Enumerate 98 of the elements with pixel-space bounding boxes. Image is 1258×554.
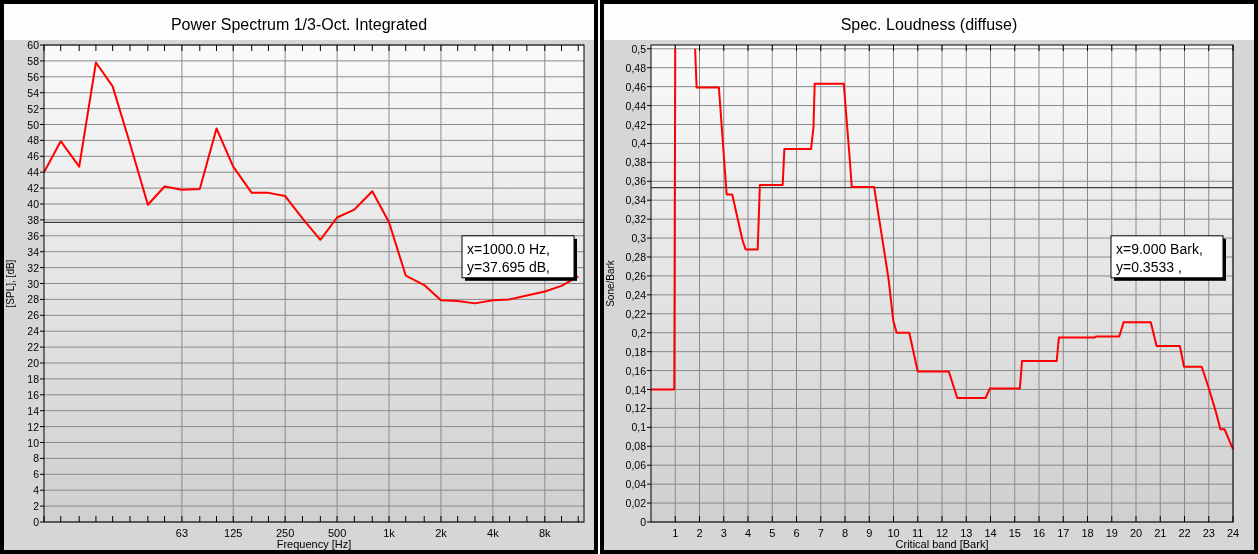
- y-tick-label: 16: [27, 388, 40, 401]
- x-tick-label: 9: [866, 527, 873, 539]
- x-tick-label: 11: [912, 527, 924, 539]
- y-tick-label: 0: [640, 516, 647, 528]
- y-tick-label: 10: [27, 436, 40, 449]
- y-tick-label: 30: [27, 277, 40, 290]
- y-tick-label: 40: [27, 198, 40, 210]
- y-tick-label: 2: [33, 500, 40, 513]
- x-axis-title: Frequency [Hz]: [276, 538, 352, 550]
- y-tick-label: 0,1: [631, 421, 647, 434]
- y-tick-label: 8: [33, 452, 40, 465]
- x-tick-label: 250: [275, 527, 295, 539]
- x-tick-label: 8: [841, 527, 849, 539]
- y-tick-label: 0,02: [625, 497, 647, 510]
- y-tick-label: 20: [27, 357, 40, 369]
- y-tick-label: 0,46: [625, 80, 647, 93]
- y-tick-label: 0,24: [625, 288, 647, 301]
- x-tick-label: 21: [1154, 527, 1167, 539]
- y-tick-label: 54: [27, 86, 40, 99]
- x-tick-label: 20: [1129, 527, 1143, 539]
- y-tick-label: 32: [27, 261, 40, 274]
- y-tick-label: 36: [27, 229, 40, 242]
- x-tick-label: 23: [1202, 527, 1215, 539]
- y-tick-label: 0,38: [625, 156, 647, 169]
- y-tick-label: 4: [33, 484, 40, 497]
- y-tick-label: 34: [27, 245, 40, 258]
- x-axis-title: Critical band [Bark]: [895, 538, 989, 550]
- y-tick-label: 0,32: [625, 213, 647, 226]
- x-tick-label: 3: [720, 527, 727, 539]
- x-tick-label: 16: [1032, 527, 1046, 539]
- x-tick-label: 17: [1057, 527, 1070, 539]
- y-tick-label: 24: [27, 325, 40, 338]
- y-tick-label: 0,4: [631, 137, 647, 150]
- y-tick-label: 0,42: [625, 118, 647, 131]
- y-tick-label: 22: [27, 341, 40, 354]
- x-tick-label: 4k: [487, 527, 500, 539]
- y-tick-label: 0,34: [625, 194, 647, 207]
- x-tick-label: 1: [672, 527, 679, 539]
- x-tick-label: 10: [887, 527, 900, 539]
- y-tick-label: 0,14: [625, 383, 647, 396]
- y-tick-label: 0,36: [625, 175, 647, 188]
- x-tick-label: 63: [175, 527, 189, 539]
- x-tick-label: 18: [1081, 527, 1094, 539]
- x-tick-label: 4: [744, 527, 752, 539]
- x-tick-label: 7: [817, 527, 824, 539]
- y-tick-label: 58: [27, 54, 40, 67]
- chart-title: Power Spectrum 1/3-Oct. Integrated: [170, 16, 428, 33]
- y-tick-label: 50: [27, 118, 40, 131]
- y-axis-title: Sone/Bark: [605, 259, 616, 307]
- x-tick-label: 6: [793, 527, 800, 539]
- y-tick-label: 56: [27, 70, 40, 83]
- y-tick-label: 0,04: [625, 478, 647, 491]
- x-tick-label: 500: [327, 527, 347, 539]
- y-tick-label: 0,16: [625, 364, 647, 377]
- x-tick-label: 125: [224, 527, 243, 539]
- y-tick-label: 28: [27, 293, 40, 306]
- y-tick-label: 42: [27, 182, 40, 195]
- y-tick-label: 6: [33, 468, 40, 481]
- annotation: x=9.000 Bark, y=0.3533 ,: [1116, 240, 1203, 275]
- y-tick-label: 14: [27, 404, 40, 417]
- annotation: x=1000.0 Hz, y=37.695 dB,: [467, 240, 550, 275]
- x-tick-label: 22: [1178, 527, 1191, 539]
- y-tick-label: 0: [33, 516, 40, 528]
- x-tick-label: 12: [935, 527, 949, 539]
- x-tick-label: 15: [1008, 527, 1021, 539]
- y-tick-label: 0,12: [625, 402, 647, 415]
- y-tick-label: 0,06: [625, 459, 647, 472]
- x-tick-label: 2k: [435, 527, 448, 539]
- x-tick-label: 2: [696, 527, 703, 539]
- y-tick-label: 0,2: [631, 326, 647, 339]
- x-tick-label: 5: [769, 527, 776, 539]
- y-tick-label: 0,28: [625, 251, 647, 263]
- y-tick-label: 0,44: [625, 99, 647, 112]
- x-tick-label: 24: [1226, 527, 1240, 539]
- y-tick-label: 60: [27, 39, 40, 51]
- chart-title: Spec. Loudness (diffuse): [840, 16, 1018, 33]
- y-tick-label: 48: [27, 134, 40, 147]
- y-tick-label: 12: [27, 420, 40, 433]
- y-tick-label: 0,18: [625, 345, 647, 358]
- y-tick-label: 0,08: [625, 440, 647, 453]
- y-tick-label: 0,5: [631, 42, 647, 55]
- x-tick-label: 14: [984, 527, 997, 539]
- y-tick-label: 0,3: [631, 232, 647, 245]
- y-tick-label: 0,48: [625, 61, 647, 74]
- x-tick-label: 13: [960, 527, 973, 539]
- y-tick-label: 44: [27, 166, 40, 179]
- line-series: [43, 61, 580, 305]
- y-axis-title: [SPL], [dB]: [5, 259, 16, 308]
- x-tick-label: 1k: [383, 527, 396, 539]
- y-tick-label: 0,22: [625, 307, 647, 320]
- y-tick-label: 26: [27, 309, 40, 322]
- x-tick-label: 19: [1105, 527, 1118, 539]
- y-tick-label: 52: [27, 102, 40, 115]
- y-tick-label: 46: [27, 150, 40, 163]
- y-tick-label: 0,26: [625, 269, 647, 282]
- y-tick-label: 18: [27, 372, 40, 385]
- x-tick-label: 8k: [538, 527, 552, 539]
- y-tick-label: 38: [27, 213, 40, 226]
